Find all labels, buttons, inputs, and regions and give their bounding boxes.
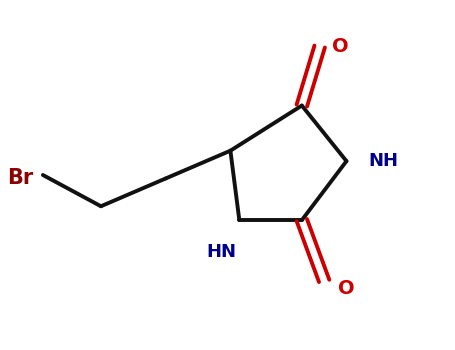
Text: O: O — [332, 37, 349, 56]
Text: HN: HN — [207, 243, 237, 261]
Text: Br: Br — [7, 168, 33, 188]
Text: O: O — [338, 279, 354, 298]
Text: NH: NH — [369, 152, 399, 170]
